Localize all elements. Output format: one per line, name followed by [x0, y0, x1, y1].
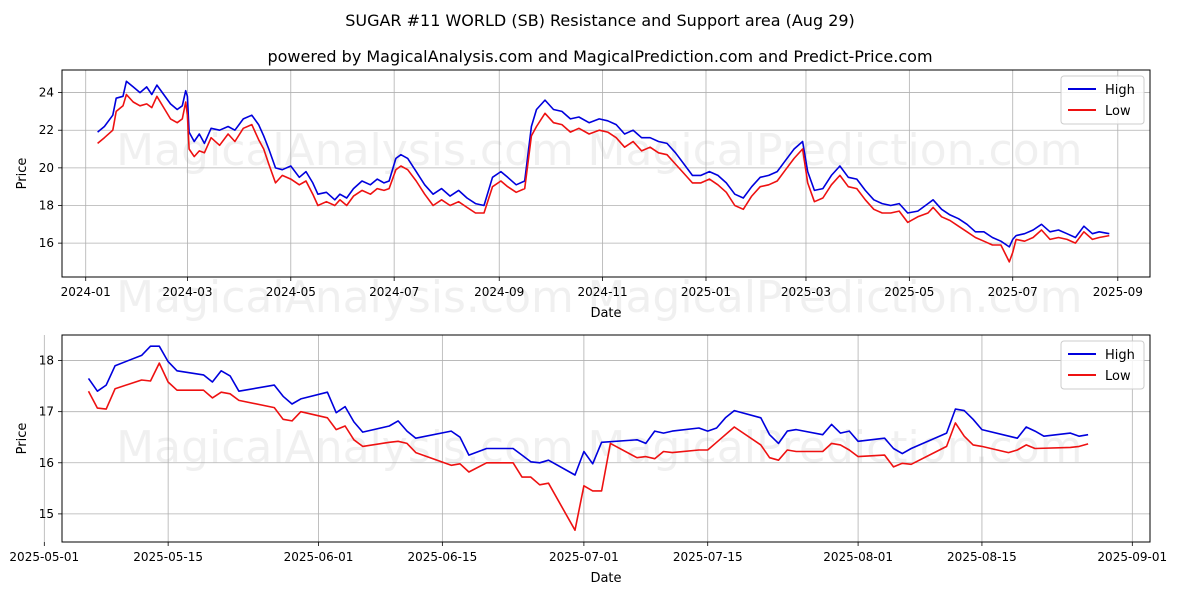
- x-axis-label: Date: [590, 306, 621, 321]
- x-tick-label: 2025-05: [884, 285, 934, 299]
- x-tick-label: 2025-05-15: [133, 550, 203, 564]
- series-line-low: [97, 93, 1110, 263]
- watermark-text: MagicalPrediction.com: [588, 125, 1083, 176]
- y-tick-label: 22: [39, 123, 54, 137]
- x-tick-label: 2025-05-01: [9, 550, 79, 564]
- x-tick-label: 2024-01: [61, 285, 111, 299]
- watermark-text: MagicalAnalysis.com: [116, 272, 574, 323]
- x-tick-label: 2025-09: [1093, 285, 1143, 299]
- y-tick-label: 16: [39, 236, 54, 250]
- watermark-text: MagicalAnalysis.com: [116, 422, 574, 473]
- watermark-text: MagicalPrediction.com: [588, 422, 1083, 473]
- y-tick-label: 18: [39, 354, 54, 368]
- x-tick-label: 2025-03: [781, 285, 831, 299]
- chart-subtitle: powered by MagicalAnalysis.com and Magic…: [267, 47, 933, 66]
- legend-label-high: High: [1105, 83, 1135, 98]
- x-tick-label: 2024-11: [578, 285, 628, 299]
- y-axis-label: Price: [15, 423, 30, 455]
- chart-title: SUGAR #11 WORLD (SB) Resistance and Supp…: [345, 11, 855, 30]
- x-tick-label: 2024-09: [474, 285, 524, 299]
- y-tick-label: 24: [39, 86, 54, 100]
- legend-label-low: Low: [1105, 104, 1131, 119]
- legend-label-high: High: [1105, 348, 1135, 363]
- y-tick-label: 16: [39, 456, 54, 470]
- x-tick-label: 2025-06-01: [284, 550, 354, 564]
- x-tick-label: 2025-08-01: [823, 550, 893, 564]
- x-tick-label: 2025-08-15: [947, 550, 1017, 564]
- x-tick-label: 2025-07-01: [549, 550, 619, 564]
- y-tick-label: 17: [39, 405, 54, 419]
- top-chart: 2024-01 2024-03 2024-05 2024-07 2024-09 2024-…: [15, 69, 1151, 321]
- x-tick-label: 2025-07-15: [673, 550, 743, 564]
- series-line-low: [87, 362, 1089, 531]
- bottom-chart: 2025-05-01 2025-05-15 2025-06-01 2025-06-15…: [9, 334, 1167, 586]
- plot-frame: [61, 69, 1151, 278]
- legend-label-low: Low: [1105, 369, 1131, 384]
- x-tick-label: 2025-09-01: [1097, 550, 1167, 564]
- watermark-text: MagicalPrediction.com: [588, 272, 1083, 323]
- watermark-text: MagicalAnalysis.com: [116, 125, 574, 176]
- y-tick-label: 18: [39, 198, 54, 212]
- legend: High Low: [1060, 75, 1145, 125]
- x-tick-label: 2024-03: [162, 285, 212, 299]
- x-tick-label: 2025-06-15: [407, 550, 477, 564]
- series-line-high: [97, 80, 1110, 248]
- x-tick-label: 2024-07: [369, 285, 419, 299]
- legend: High Low: [1060, 340, 1145, 390]
- watermark-layer: MagicalAnalysis.com MagicalPrediction.co…: [116, 125, 1082, 473]
- y-tick-label: 15: [39, 507, 54, 521]
- y-axis-label: Price: [15, 158, 30, 190]
- x-axis-label: Date: [590, 571, 621, 586]
- x-tick-label: 2024-05: [266, 285, 316, 299]
- plot-frame: [61, 334, 1151, 543]
- y-tick-label: 20: [39, 161, 54, 175]
- x-tick-label: 2025-01: [681, 285, 731, 299]
- x-tick-label: 2025-07: [988, 285, 1038, 299]
- series-line-high: [87, 345, 1089, 476]
